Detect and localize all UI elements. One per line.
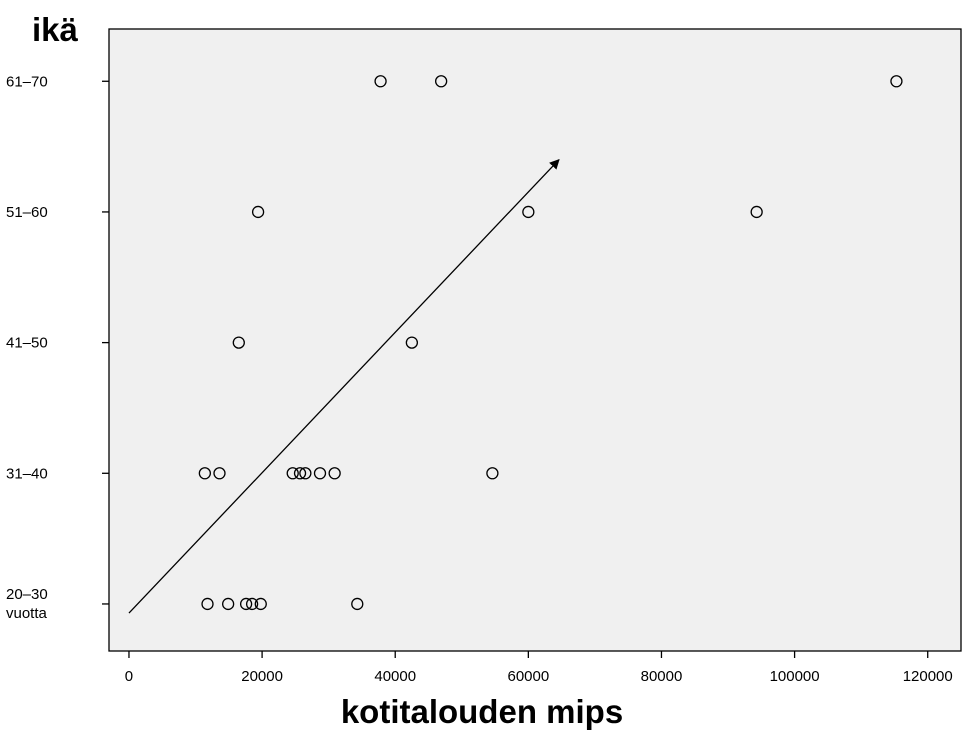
data-point [328, 467, 341, 480]
data-point [198, 467, 212, 480]
y-tick-label: 51–60 [6, 204, 48, 221]
x-tick-label: 0 [125, 668, 133, 685]
x-axis-title: kotitalouden mips [341, 693, 623, 730]
data-point [239, 597, 253, 611]
data-point [251, 205, 265, 219]
x-tick-label: 20000 [241, 668, 283, 685]
data-point [351, 597, 364, 611]
y-axis-title: ikä [32, 11, 79, 48]
x-axis: 0 20000 40000 60000 80000 100000 120000 [125, 651, 953, 685]
data-point [293, 467, 307, 480]
y-tick-label: 31–40 [6, 465, 48, 482]
data-point [405, 336, 419, 349]
y-tick-label: 61–70 [6, 73, 48, 90]
data-point [221, 597, 235, 611]
x-tick-label: 40000 [374, 668, 416, 685]
plot-background [108, 28, 962, 652]
data-point [434, 75, 448, 88]
data-point [750, 205, 763, 219]
data-point [201, 597, 214, 611]
data-point [254, 597, 267, 611]
data-point [245, 597, 259, 611]
y-tick-label-sub: vuotta [6, 605, 48, 622]
x-tick-label: 100000 [770, 668, 820, 685]
data-point [299, 467, 312, 480]
x-tick-label: 80000 [641, 668, 683, 685]
x-tick-label: 120000 [903, 668, 953, 685]
data-point [486, 467, 499, 480]
data-point [232, 336, 245, 349]
data-point [890, 75, 903, 88]
trend-arrow [128, 158, 560, 614]
data-point [313, 467, 327, 480]
y-tick-label: 20–30 [6, 586, 48, 603]
x-tick-label: 60000 [507, 668, 549, 685]
data-point [286, 467, 299, 480]
data-points [198, 75, 903, 611]
data-point [213, 467, 226, 480]
y-axis: 20–30 vuotta 31–40 41–50 51–60 61–70 [6, 73, 109, 622]
data-point [522, 205, 535, 219]
y-tick-label: 41–50 [6, 335, 48, 352]
data-point [374, 75, 387, 88]
